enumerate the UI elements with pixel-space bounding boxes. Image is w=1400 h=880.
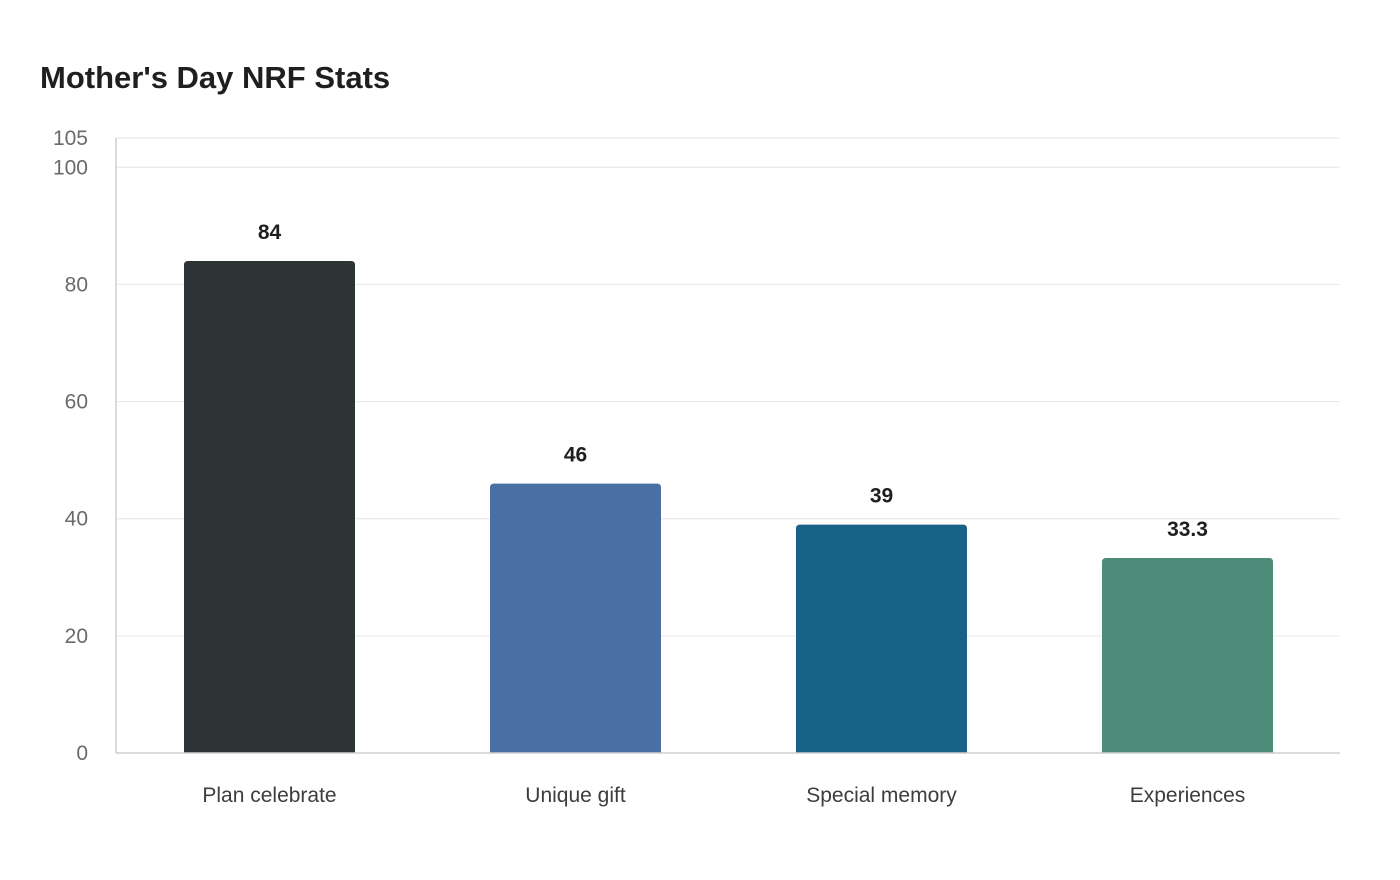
y-tick-label: 20 bbox=[65, 625, 88, 648]
data-label: 84 bbox=[258, 221, 282, 244]
bar bbox=[490, 483, 661, 753]
y-axis-ticks: 0 20 40 60 80 100 105 bbox=[53, 127, 88, 765]
y-tick-label: 40 bbox=[65, 508, 88, 531]
x-category-label: Plan celebrate bbox=[202, 784, 336, 807]
data-labels: 84 46 39 33.3 bbox=[258, 221, 1208, 541]
x-category-label: Experiences bbox=[1130, 784, 1246, 807]
y-tick-label: 100 bbox=[53, 156, 88, 179]
y-tick-label: 0 bbox=[76, 742, 88, 765]
y-tick-label: 105 bbox=[53, 127, 88, 150]
bar bbox=[184, 261, 355, 753]
data-label: 33.3 bbox=[1167, 518, 1208, 541]
bar bbox=[796, 524, 967, 753]
x-category-label: Special memory bbox=[806, 784, 957, 807]
data-label: 39 bbox=[870, 485, 893, 508]
y-tick-label: 80 bbox=[65, 273, 88, 296]
x-axis-categories: Plan celebrate Unique gift Special memory E… bbox=[202, 784, 1245, 807]
x-category-label: Unique gift bbox=[525, 784, 626, 807]
chart-title: Mother's Day NRF Stats bbox=[40, 60, 391, 95]
bar bbox=[1102, 557, 1273, 753]
bars bbox=[184, 261, 1273, 753]
data-label: 46 bbox=[564, 444, 587, 467]
y-tick-label: 60 bbox=[65, 391, 88, 414]
